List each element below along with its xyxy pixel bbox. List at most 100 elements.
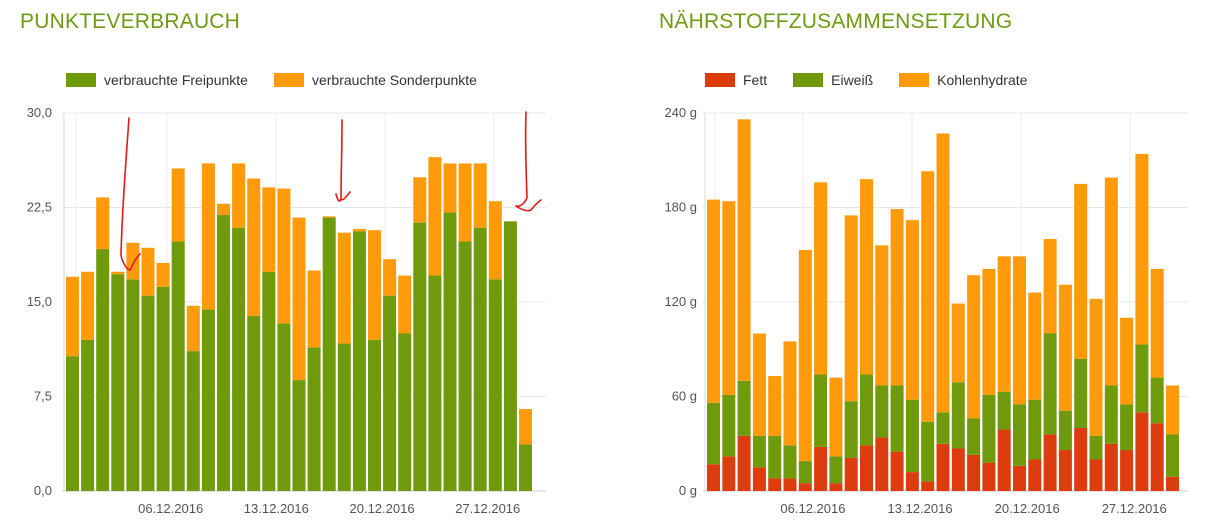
chart-nutrients: 0 g 60 g 120 g 180 g 240 g 06.12.2016 13.12.20… <box>664 105 1188 516</box>
bar-segment-nutrients-s2-i17 <box>967 275 981 419</box>
bar-segment-nutrients-s0-i4 <box>768 478 782 491</box>
bar-segment-points-s0-i5 <box>141 295 155 491</box>
bar-segment-points-s1-i5 <box>141 247 155 296</box>
bar-segment-points-s0-i1 <box>81 339 95 491</box>
bar-segment-nutrients-s2-i5 <box>783 341 797 446</box>
legend-points: verbrauchte Freipunkte verbrauchte Sonde… <box>66 72 503 88</box>
bar-segment-nutrients-s2-i6 <box>798 250 812 462</box>
legend-label: Fett <box>743 72 768 88</box>
bar-segment-nutrients-s2-i9 <box>844 215 858 402</box>
bar-segment-points-s0-i18 <box>337 343 351 491</box>
x-tick-label: 20.12.2016 <box>350 501 415 516</box>
bar-segment-nutrients-s2-i14 <box>921 171 935 422</box>
bar-segment-points-s0-i26 <box>458 241 472 491</box>
bar-segment-nutrients-s2-i13 <box>905 220 919 400</box>
bar-segment-nutrients-s2-i1 <box>722 201 736 395</box>
bar-segment-nutrients-s0-i2 <box>737 435 751 491</box>
bar-segment-points-s1-i13 <box>262 187 276 272</box>
y-tick-label: 7,5 <box>34 389 52 404</box>
bar-segment-nutrients-s1-i16 <box>951 382 965 449</box>
legend-item-special-points[interactable]: verbrauchte Sonderpunkte <box>273 72 477 88</box>
bar-segment-nutrients-s1-i14 <box>921 421 935 482</box>
legend-nutrients: Fett Eiweiß Kohlenhydrate <box>705 72 1053 88</box>
bar-segment-points-s0-i12 <box>247 315 261 491</box>
bar-segment-nutrients-s1-i28 <box>1135 344 1149 413</box>
bar-segment-nutrients-s0-i5 <box>783 478 797 491</box>
bar-segment-nutrients-s1-i10 <box>860 374 873 446</box>
bar-segment-nutrients-s0-i19 <box>997 429 1011 491</box>
bar-segment-nutrients-s1-i22 <box>1043 333 1057 435</box>
bar-segment-nutrients-s0-i29 <box>1150 423 1164 491</box>
bar-segment-points-s1-i18 <box>337 232 351 344</box>
legend-swatch <box>273 73 304 87</box>
bar-segment-nutrients-s1-i17 <box>967 418 981 455</box>
bar-segment-nutrients-s1-i0 <box>707 402 720 465</box>
bar-segment-nutrients-s0-i28 <box>1135 412 1149 491</box>
bar-segment-nutrients-s0-i18 <box>982 462 996 491</box>
bar-segment-nutrients-s2-i20 <box>1013 256 1026 405</box>
bar-segment-nutrients-s0-i17 <box>967 454 981 491</box>
bar-segment-nutrients-s1-i13 <box>905 399 919 473</box>
legend-item-fat[interactable]: Fett <box>705 72 767 88</box>
x-tick-label: 06.12.2016 <box>780 501 845 516</box>
bar-segment-nutrients-s2-i10 <box>860 179 873 375</box>
bar-segment-nutrients-s2-i12 <box>890 209 904 386</box>
bar-segment-nutrients-s2-i18 <box>982 268 996 395</box>
legend-item-free-points[interactable]: verbrauchte Freipunkte <box>66 72 248 88</box>
bar-segment-nutrients-s2-i8 <box>829 377 843 457</box>
legend-swatch <box>705 73 735 87</box>
y-tick-label: 22,5 <box>27 200 52 215</box>
bar-segment-points-s0-i22 <box>398 333 412 491</box>
bar-segment-nutrients-s1-i7 <box>814 374 828 447</box>
bar-segment-points-s1-i21 <box>383 259 397 296</box>
bar-segment-nutrients-s2-i0 <box>707 199 720 403</box>
bar-segment-nutrients-s0-i14 <box>921 481 935 491</box>
bar-segment-points-s0-i20 <box>368 339 381 491</box>
bar-segment-nutrients-s1-i18 <box>982 394 996 463</box>
legend-swatch <box>793 73 824 87</box>
bar-segment-nutrients-s1-i21 <box>1028 399 1042 460</box>
legend-item-protein[interactable]: Eiweiß <box>793 72 873 88</box>
bar-segment-points-s0-i19 <box>352 231 366 491</box>
bar-segment-points-s0-i28 <box>488 279 502 491</box>
y-tick-label: 60 g <box>672 389 697 404</box>
bar-segment-points-s0-i7 <box>171 241 185 491</box>
bar-segment-nutrients-s0-i9 <box>844 457 858 491</box>
bar-segment-nutrients-s0-i27 <box>1120 450 1134 491</box>
bar-segment-nutrients-s1-i26 <box>1104 385 1118 444</box>
bar-segment-nutrients-s1-i12 <box>890 385 904 452</box>
bar-segment-points-s0-i17 <box>322 217 336 491</box>
bar-segment-nutrients-s1-i30 <box>1166 434 1179 477</box>
y-tick-label: 15,0 <box>27 294 52 309</box>
bar-segment-nutrients-s1-i29 <box>1150 377 1164 424</box>
bar-segment-points-s0-i21 <box>383 295 397 491</box>
x-tick-label: 27.12.2016 <box>1102 501 1167 516</box>
bar-segment-nutrients-s0-i21 <box>1028 459 1042 491</box>
annotation-arrows <box>120 111 542 271</box>
bar-segment-nutrients-s0-i23 <box>1058 450 1072 491</box>
bar-segment-points-s1-i8 <box>186 305 200 352</box>
bar-segment-points-s0-i30 <box>519 444 532 491</box>
bar-segment-points-s1-i15 <box>292 217 306 381</box>
bar-segment-nutrients-s0-i1 <box>722 456 736 491</box>
bar-segment-nutrients-s1-i19 <box>997 391 1011 430</box>
bar-segment-points-s0-i0 <box>66 356 79 491</box>
bar-segment-nutrients-s0-i30 <box>1166 476 1179 491</box>
legend-item-carbs[interactable]: Kohlenhydrate <box>899 72 1027 88</box>
bar-segment-points-s0-i15 <box>292 380 306 491</box>
bar-segment-nutrients-s1-i15 <box>936 412 950 444</box>
bar-segment-nutrients-s0-i15 <box>936 443 950 491</box>
bar-segment-nutrients-s2-i26 <box>1104 177 1118 386</box>
bar-segment-nutrients-s1-i25 <box>1089 435 1103 460</box>
bar-segment-nutrients-s2-i3 <box>752 333 766 436</box>
chart-title-nutrients: NÄHRSTOFFZUSAMMENSETZUNG <box>659 10 1013 33</box>
bar-segment-points-s0-i25 <box>443 212 457 492</box>
bar-segment-nutrients-s2-i2 <box>737 119 751 381</box>
bar-segment-points-s1-i6 <box>156 262 170 287</box>
arrow-annotation <box>120 117 141 271</box>
chart-title-points: PUNKTEVERBRAUCH <box>20 10 241 33</box>
legend-label: Kohlenhydrate <box>937 72 1028 88</box>
bar-segment-nutrients-s0-i11 <box>875 437 889 491</box>
